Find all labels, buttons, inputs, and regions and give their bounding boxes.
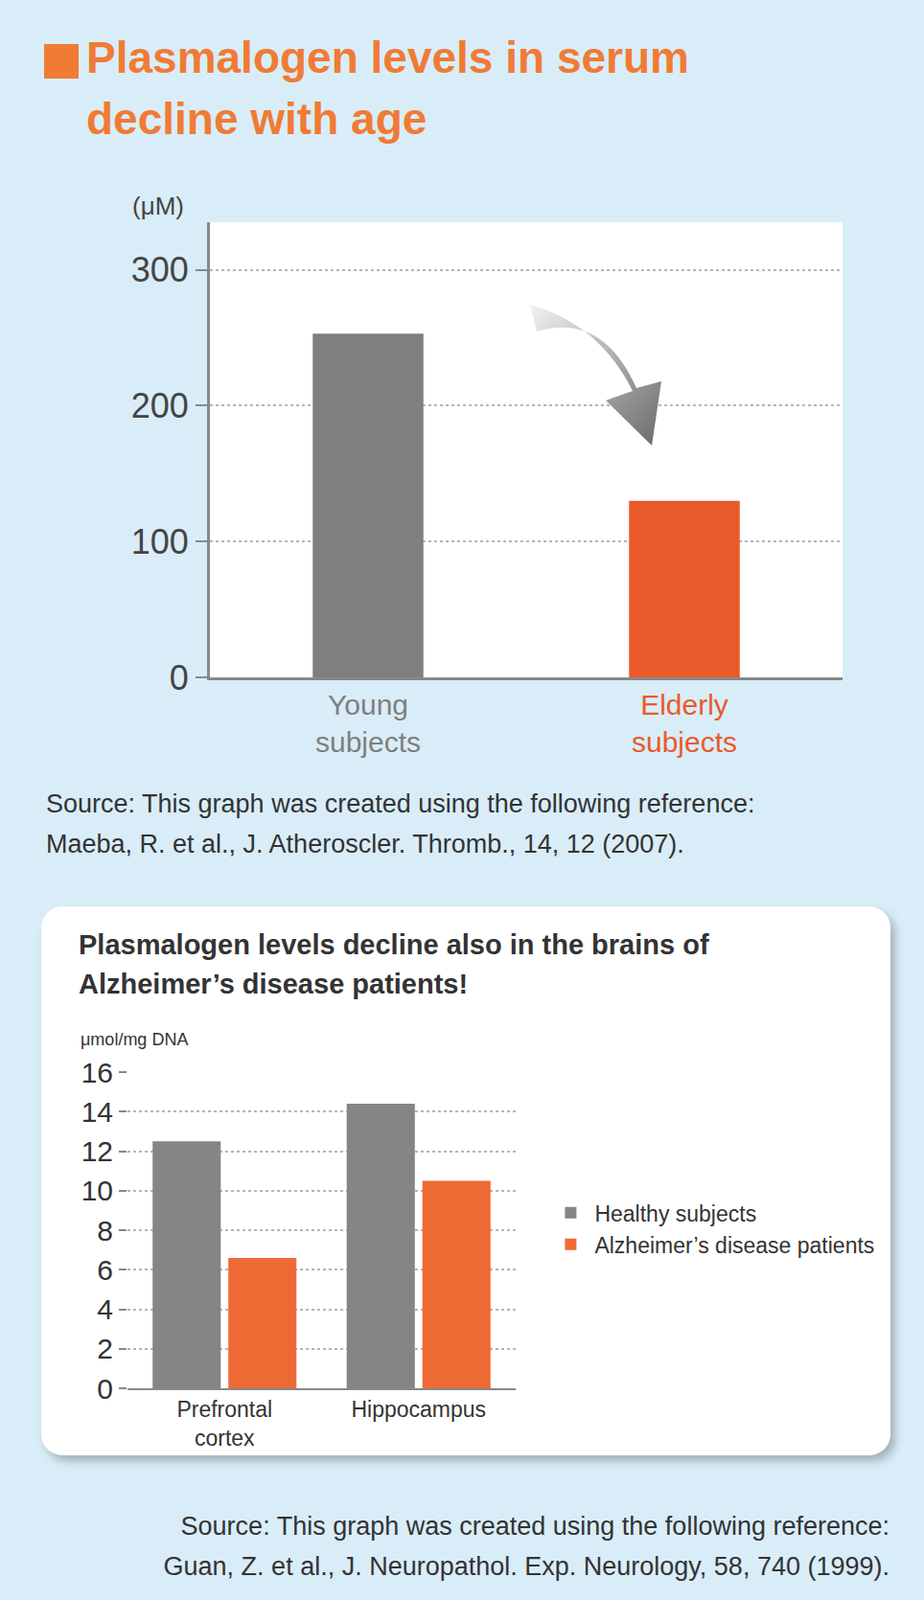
svg-text:Elderlysubjects: Elderlysubjects — [631, 689, 738, 759]
svg-text:10: 10 — [81, 1175, 114, 1207]
html-text:Plasmalogen levels in serum de: Plasmalogen levels in serum decline with… — [86, 32, 690, 144]
svg-text:Alzheimer’s disease patients: Alzheimer’s disease patients — [594, 1233, 875, 1259]
svg-text:200: 200 — [131, 386, 189, 426]
svg-text:100: 100 — [131, 522, 189, 562]
svg-text:300: 300 — [131, 250, 189, 290]
svg-text:6: 6 — [96, 1254, 114, 1287]
svg-text:8: 8 — [96, 1215, 114, 1248]
svg-text:μmol/mg DNA: μmol/mg DNA — [80, 1030, 188, 1050]
html-text:Guan, Z. et al., J. Neuropatho: Guan, Z. et al., J. Neuropathol. Exp. Ne… — [163, 1552, 890, 1582]
svg-text:0: 0 — [96, 1373, 114, 1406]
svg-text:4: 4 — [96, 1293, 114, 1326]
svg-text:0: 0 — [169, 658, 189, 698]
html-text:Maeba, R. et al., J. Atheroscl: Maeba, R. et al., J. Atheroscler. Thromb… — [46, 830, 685, 859]
svg-text:Hippocampus: Hippocampus — [350, 1397, 486, 1423]
svg-text:Healthy subjects: Healthy subjects — [594, 1201, 757, 1227]
html-text:Source: This graph was created: Source: This graph was created using the… — [46, 789, 755, 819]
svg-text:Prefrontalcortex: Prefrontalcortex — [176, 1397, 273, 1452]
svg-text:14: 14 — [81, 1096, 114, 1129]
html-text:Plasmalogen levels decline als: Plasmalogen levels decline also in the b… — [78, 929, 709, 1000]
svg-text:Youngsubjects: Youngsubjects — [315, 689, 421, 759]
svg-text:12: 12 — [81, 1135, 114, 1168]
svg-text:(μM): (μM) — [132, 191, 185, 221]
html-text:Source: This graph was created: Source: This graph was created using the… — [180, 1512, 890, 1542]
svg-text:16: 16 — [81, 1057, 114, 1089]
svg-text:2: 2 — [96, 1333, 114, 1365]
